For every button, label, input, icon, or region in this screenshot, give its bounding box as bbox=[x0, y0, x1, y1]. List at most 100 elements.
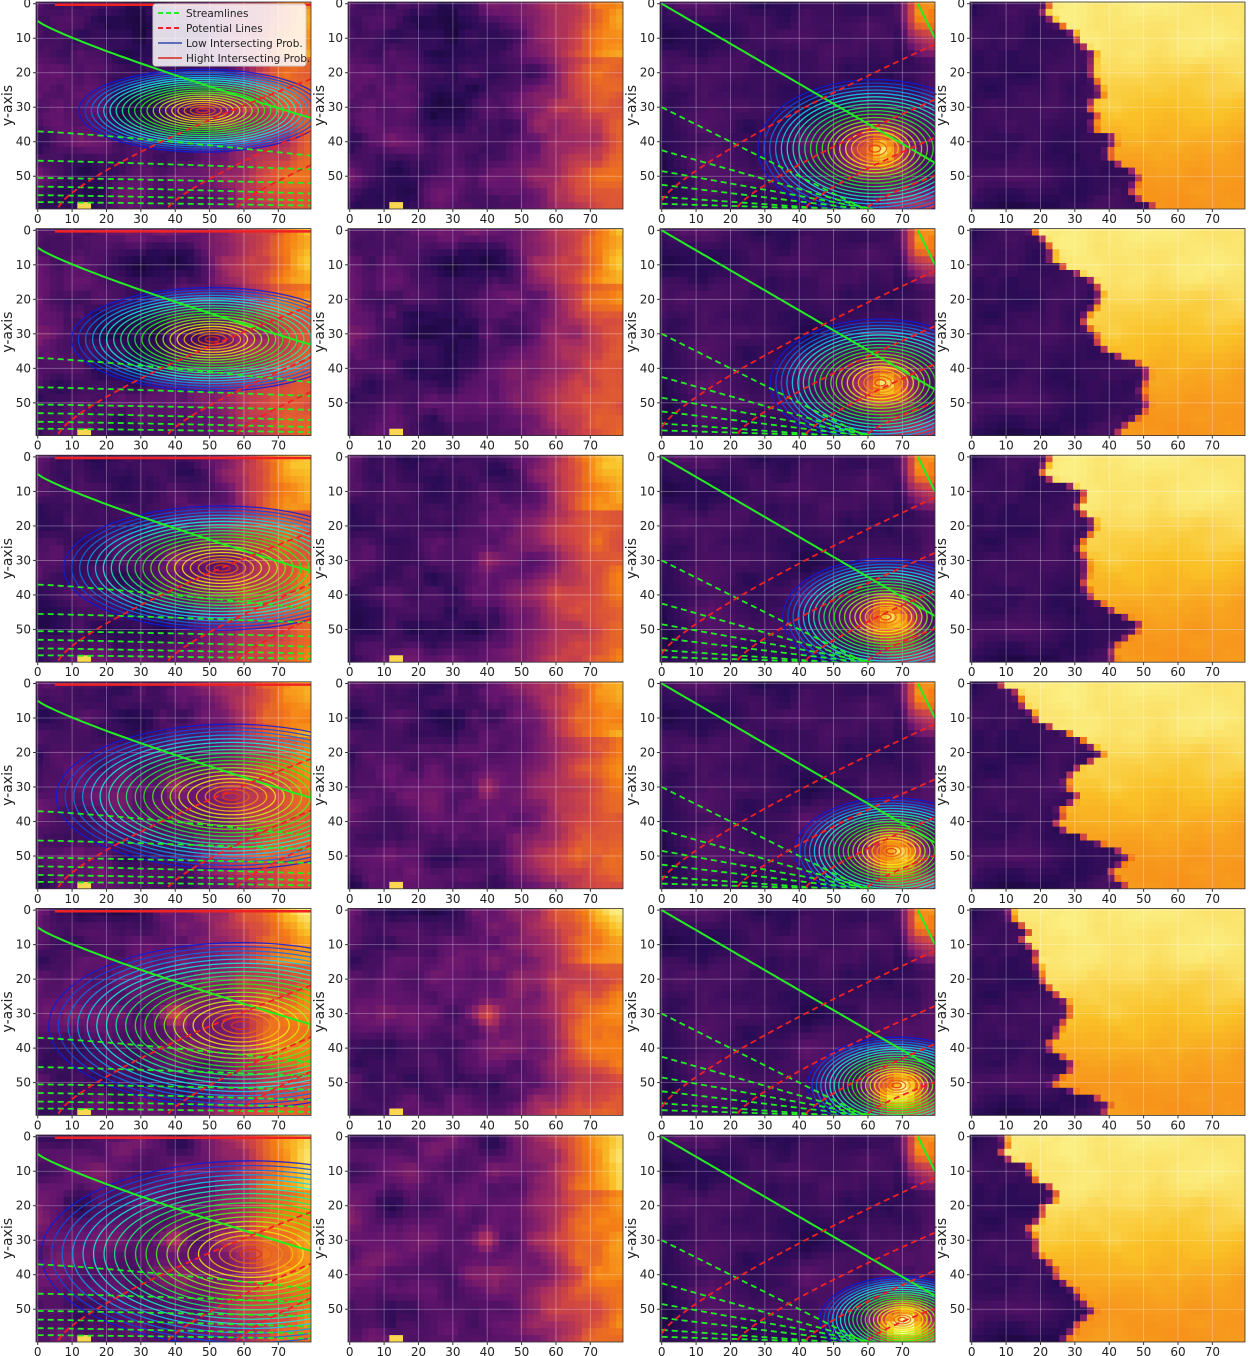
heatmap-cell bbox=[1025, 126, 1033, 134]
heatmap-cell bbox=[376, 64, 384, 72]
heatmap-cell bbox=[1135, 30, 1143, 37]
heatmap-cell bbox=[832, 57, 840, 64]
heatmap-cell bbox=[602, 78, 610, 86]
heatmap-cell bbox=[1128, 154, 1136, 162]
heatmap-cell bbox=[582, 2, 590, 10]
heatmap-cell bbox=[1087, 30, 1095, 37]
heatmap-cell bbox=[451, 37, 459, 45]
heatmap-cell bbox=[1032, 16, 1040, 23]
heatmap-cell bbox=[616, 50, 624, 58]
heatmap-cell bbox=[98, 154, 106, 162]
heatmap-cell bbox=[91, 78, 99, 86]
heatmap-cell bbox=[1197, 175, 1205, 183]
heatmap-cell bbox=[575, 30, 583, 37]
heatmap-cell bbox=[132, 147, 140, 155]
heatmap-cell bbox=[499, 92, 507, 100]
heatmap-cell bbox=[369, 71, 377, 79]
heatmap-cell bbox=[64, 106, 72, 114]
heatmap-cell bbox=[403, 50, 411, 58]
heatmap-cell bbox=[1101, 181, 1109, 189]
heatmap-cell bbox=[596, 9, 604, 17]
heatmap-cell bbox=[1094, 16, 1102, 23]
heatmap-cell bbox=[991, 37, 999, 45]
heatmap-cell bbox=[575, 175, 583, 183]
heatmap-cell bbox=[1231, 23, 1239, 31]
heatmap-cell bbox=[451, 2, 459, 10]
heatmap-cell bbox=[369, 202, 377, 210]
heatmap-cell bbox=[1053, 181, 1061, 189]
heatmap-cell bbox=[513, 181, 521, 189]
heatmap-cell bbox=[743, 106, 751, 114]
heatmap-cell bbox=[1101, 119, 1109, 127]
heatmap-cell bbox=[1163, 50, 1171, 58]
heatmap-cell bbox=[901, 16, 909, 23]
heatmap-cell bbox=[880, 92, 888, 100]
heatmap-cell bbox=[1197, 154, 1205, 162]
heatmap-cell bbox=[763, 106, 771, 114]
heatmap-cell bbox=[1004, 195, 1012, 203]
heatmap-cell bbox=[984, 92, 992, 100]
heatmap-cell bbox=[1114, 9, 1122, 17]
heatmap-cell bbox=[602, 188, 610, 196]
heatmap-cell bbox=[1080, 64, 1088, 72]
heatmap-cell bbox=[382, 106, 390, 114]
heatmap-cell bbox=[1169, 181, 1177, 189]
heatmap-cell bbox=[396, 106, 404, 114]
heatmap-cell bbox=[575, 57, 583, 64]
heatmap-cell bbox=[736, 133, 744, 141]
heatmap-cell bbox=[825, 23, 833, 31]
x-tick-label: 40 bbox=[480, 212, 495, 226]
heatmap-cell bbox=[1142, 188, 1150, 196]
heatmap-cell bbox=[139, 23, 147, 31]
heatmap-cell bbox=[479, 99, 487, 107]
heatmap-cell bbox=[444, 30, 452, 37]
heatmap-cell bbox=[1183, 16, 1191, 23]
heatmap-cell bbox=[749, 126, 757, 134]
heatmap-cell bbox=[431, 9, 439, 17]
heatmap-cell bbox=[304, 188, 312, 196]
heatmap-cell bbox=[1149, 9, 1157, 17]
heatmap-cell bbox=[362, 119, 370, 127]
heatmap-cell bbox=[547, 112, 555, 120]
heatmap-cell bbox=[376, 9, 384, 17]
heatmap-cell bbox=[1204, 57, 1212, 64]
heatmap-cell bbox=[561, 154, 569, 162]
heatmap-cell bbox=[57, 147, 65, 155]
heatmap-cell bbox=[1108, 133, 1116, 141]
heatmap-cell bbox=[1183, 50, 1191, 58]
heatmap-cell bbox=[437, 16, 445, 23]
heatmap-cell bbox=[1094, 50, 1102, 58]
heatmap-cell bbox=[527, 126, 535, 134]
heatmap-cell bbox=[36, 119, 44, 127]
heatmap-cell bbox=[499, 147, 507, 155]
heatmap-cell bbox=[382, 43, 390, 51]
heatmap-cell bbox=[486, 57, 494, 64]
heatmap-cell bbox=[1087, 92, 1095, 100]
heatmap-cell bbox=[355, 99, 363, 107]
heatmap-cell bbox=[991, 43, 999, 51]
heatmap-cell bbox=[1080, 50, 1088, 58]
heatmap-cell bbox=[970, 106, 978, 114]
heatmap-cell bbox=[1197, 99, 1205, 107]
heatmap-cell bbox=[729, 92, 737, 100]
heatmap-cell bbox=[1121, 140, 1129, 148]
heatmap-cell bbox=[376, 181, 384, 189]
heatmap-cell bbox=[743, 30, 751, 37]
heatmap-cell bbox=[520, 50, 528, 58]
heatmap-cell bbox=[866, 30, 874, 37]
heatmap-cell bbox=[582, 43, 590, 51]
heatmap-cell bbox=[1032, 112, 1040, 120]
heatmap-cell bbox=[977, 9, 985, 17]
heatmap-cell bbox=[506, 50, 513, 58]
heatmap-cell bbox=[1004, 106, 1012, 114]
heatmap-cell bbox=[596, 195, 604, 203]
heatmap-cell bbox=[1197, 106, 1205, 114]
heatmap-cell bbox=[77, 92, 85, 100]
heatmap-cell bbox=[513, 2, 521, 10]
heatmap-cell bbox=[1183, 119, 1191, 127]
heatmap-cell bbox=[1149, 181, 1157, 189]
heatmap-cell bbox=[1163, 195, 1171, 203]
heatmap-cell bbox=[1224, 154, 1232, 162]
heatmap-cell bbox=[561, 30, 569, 37]
heatmap-cell bbox=[84, 30, 92, 37]
